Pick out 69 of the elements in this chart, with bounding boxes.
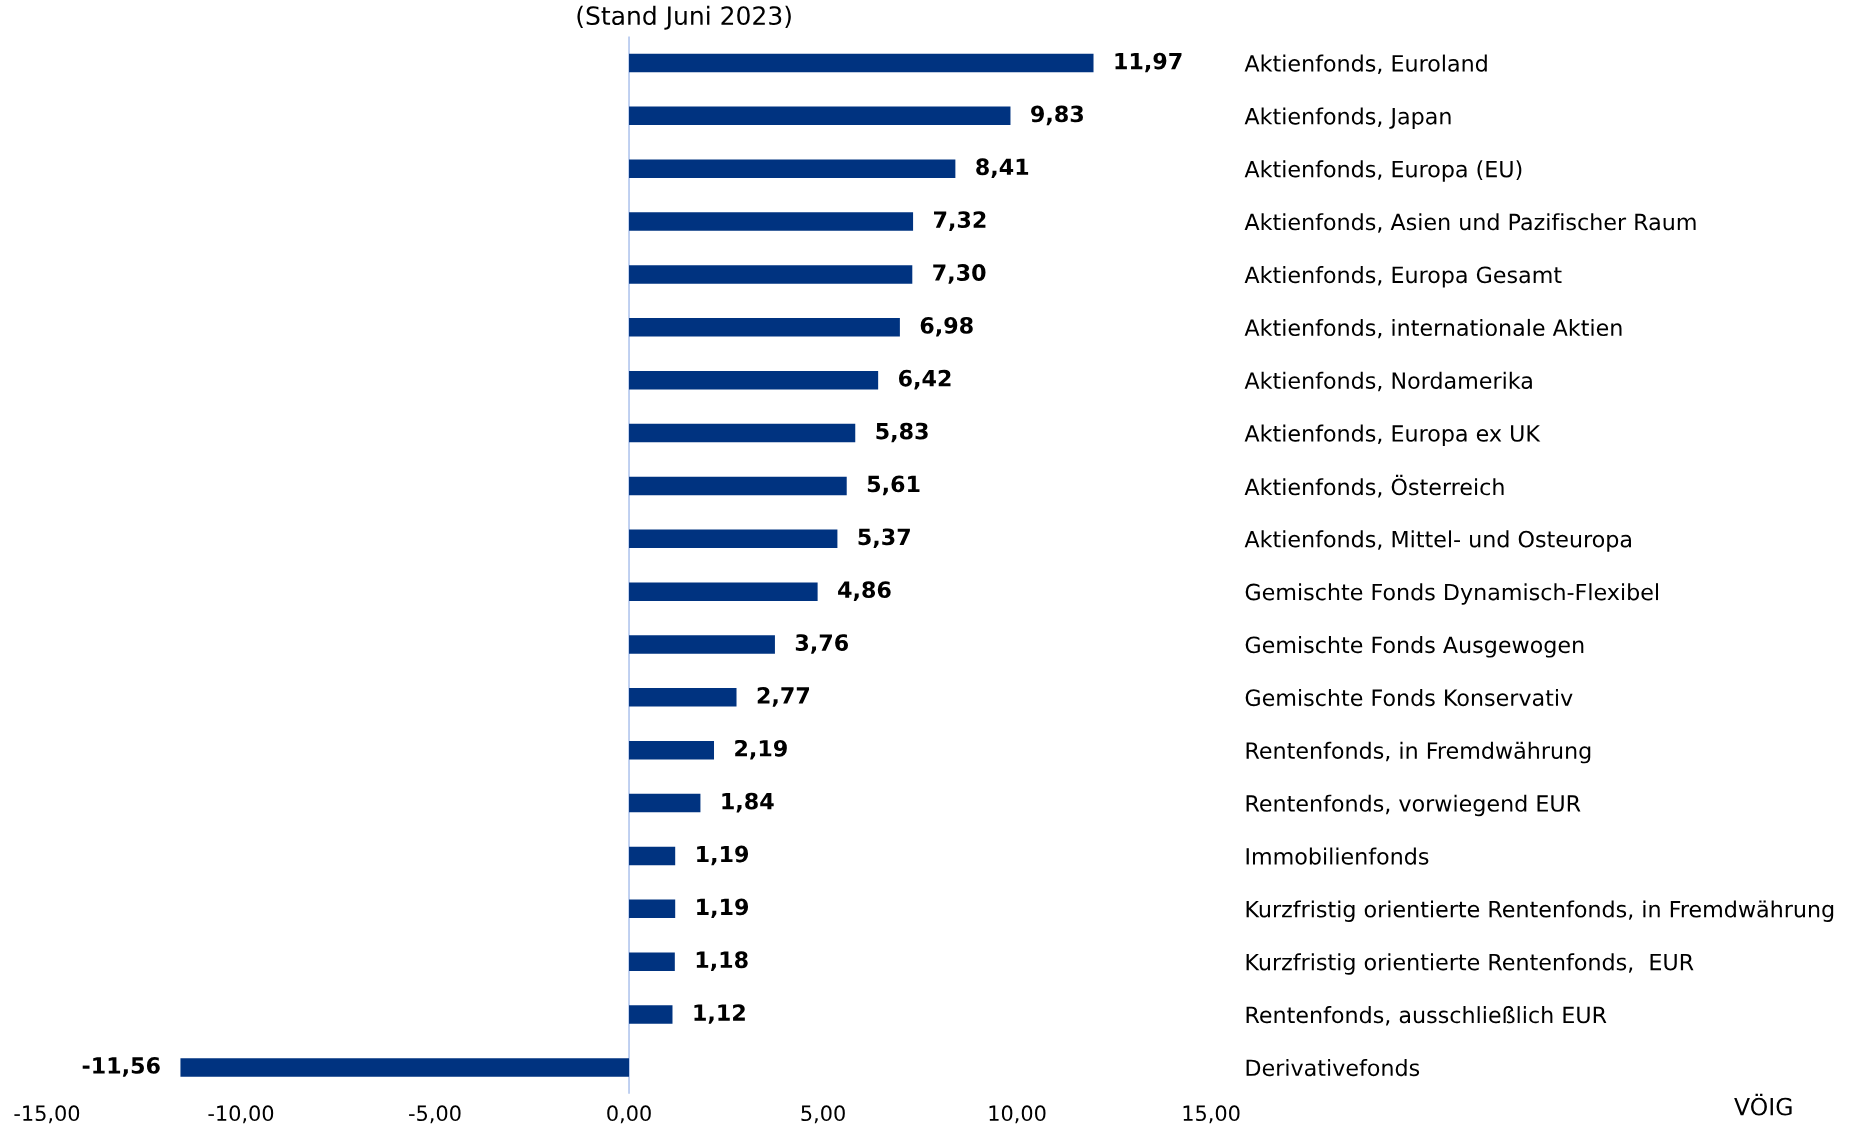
data-label: -11,56 <box>82 1057 160 1077</box>
y-tick-label: Aktienfonds, Japan <box>1244 107 1451 129</box>
data-label: 9,83 <box>1031 105 1083 126</box>
bar <box>629 265 913 284</box>
bar <box>629 529 838 549</box>
y-tick-label: Aktienfonds, Nordamerika <box>1244 371 1532 392</box>
bar <box>629 952 675 971</box>
x-tick-label: 5,00 <box>801 1105 845 1124</box>
y-tick-label: Kurzfristig orientierte Rentenfonds, EUR <box>1246 953 1694 975</box>
bar <box>629 899 676 919</box>
y-tick-label: Gemischte Fonds Dynamisch-Flexibel <box>1245 583 1658 605</box>
bar <box>629 1005 673 1024</box>
bar <box>629 688 737 707</box>
data-label: 2,77 <box>757 687 810 707</box>
bar <box>629 370 879 390</box>
y-tick-label: Aktienfonds, Mittel- und Osteuropa <box>1244 530 1631 552</box>
data-label: 7,32 <box>934 211 986 231</box>
x-tick-label: 10,00 <box>989 1105 1046 1124</box>
bar <box>629 318 900 337</box>
bar <box>629 582 818 601</box>
y-tick-label: Aktienfonds, Europa ex UK <box>1244 424 1541 447</box>
data-label: 7,30 <box>933 264 986 284</box>
data-label: 5,61 <box>867 475 920 496</box>
y-tick-label: Gemischte Fonds Ausgewogen <box>1245 636 1584 658</box>
bar <box>629 476 847 496</box>
bar <box>629 846 676 866</box>
data-label: 3,76 <box>795 634 849 654</box>
bar <box>629 793 701 813</box>
text: VÖIG <box>1734 1093 1792 1116</box>
data-label: 11,97 <box>1115 52 1182 73</box>
y-tick-label: Aktienfonds, Europa Gesamt <box>1244 266 1562 288</box>
data-label: 8,41 <box>976 158 1029 179</box>
bar <box>629 159 956 178</box>
data-label: 6,98 <box>920 316 973 337</box>
y-tick-label: Rentenfonds, in Fremdwährung <box>1246 741 1591 764</box>
y-tick-label: Aktienfonds, internationale Aktien <box>1244 318 1622 339</box>
bar <box>180 1058 630 1077</box>
y-tick-label: Rentenfonds, ausschließlich EUR <box>1246 1006 1607 1026</box>
x-tick-label: 15,00 <box>1183 1105 1240 1124</box>
bar <box>629 53 1094 73</box>
data-label: 1,84 <box>722 792 774 813</box>
data-label: 1,18 <box>696 951 748 971</box>
data-label: 6,42 <box>898 369 951 390</box>
data-label: 1,19 <box>697 898 749 919</box>
y-tick-label: Aktienfonds, Asien und Pazifischer Raum <box>1244 213 1696 233</box>
y-tick-label: Aktienfonds, Europa (EU) <box>1244 160 1522 182</box>
data-label: 5,83 <box>876 422 928 443</box>
x-tick-label: -15,00 <box>14 1105 80 1124</box>
data-label: 1,12 <box>694 1004 745 1024</box>
bar <box>629 423 856 443</box>
y-tick-label: Rentenfonds, vorwiegend EUR <box>1246 794 1581 817</box>
bar <box>629 740 715 760</box>
y-tick-label: Gemischte Fonds Konservativ <box>1245 688 1573 707</box>
bar <box>629 635 775 654</box>
data-label: 2,19 <box>735 739 787 760</box>
y-tick-label: Aktienfonds, Österreich <box>1244 474 1504 498</box>
y-tick-label: Immobilienfonds <box>1246 847 1429 865</box>
chart-subtitle: (Stand Juni 2023) <box>577 5 791 30</box>
y-tick-label: Derivativefonds <box>1246 1058 1420 1077</box>
x-tick-label: -5,00 <box>409 1105 461 1124</box>
x-tick-label: -10,00 <box>208 1105 274 1124</box>
data-label: 1,19 <box>697 845 749 866</box>
bar <box>629 106 1011 126</box>
x-tick-label: 0,00 <box>607 1105 651 1124</box>
data-label: 4,86 <box>838 581 891 601</box>
bar <box>629 212 914 231</box>
y-tick-label: Aktienfonds, Euroland <box>1244 54 1487 75</box>
y-tick-label: Kurzfristig orientierte Rentenfonds, in Fremdwährung <box>1246 900 1834 922</box>
data-label: 5,37 <box>858 528 910 549</box>
